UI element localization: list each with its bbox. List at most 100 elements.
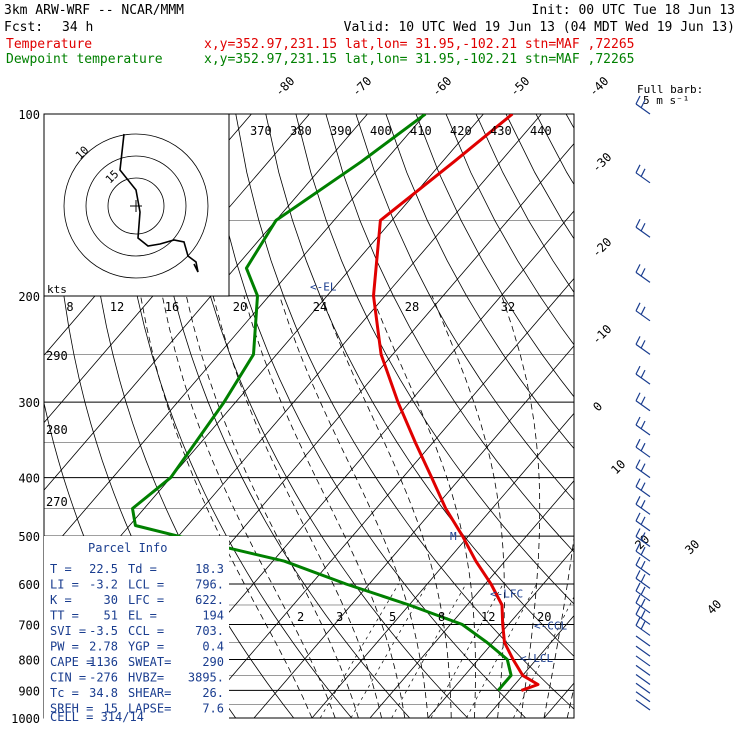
wind-barb-flag xyxy=(635,496,641,505)
parcel-info-cell: CCL = xyxy=(128,624,164,638)
parcel-info-cell: 2.78 xyxy=(89,640,118,654)
plot-frame xyxy=(43,113,575,719)
isotherm-line xyxy=(253,345,574,718)
parcel-info-cell: Td = xyxy=(128,562,157,576)
hodograph-ring xyxy=(107,177,165,235)
wind-barb-flag xyxy=(640,621,646,630)
marker-el: <-EL xyxy=(310,280,337,293)
wind-barb-flag xyxy=(635,617,641,626)
parcel-info-cell: 30 xyxy=(104,593,118,607)
parcel-info-cell: YGP = xyxy=(128,640,164,654)
hodograph-scale-label: 20 xyxy=(233,300,247,314)
wind-barb xyxy=(635,172,651,184)
wind-barb-flag xyxy=(635,459,641,468)
isotherm-line xyxy=(660,114,740,718)
pressure-label: 1000 xyxy=(11,712,40,726)
parcel-info-cell: 0.4 xyxy=(202,640,224,654)
isotherm-label: -50 xyxy=(507,74,532,99)
marker-lfc: <-LFC xyxy=(490,587,523,600)
dry-adiabat-line xyxy=(475,114,574,294)
isotherm-label: -40 xyxy=(586,74,611,99)
wind-barb xyxy=(635,682,651,694)
theta-label: 410 xyxy=(410,124,432,138)
hodograph-trace xyxy=(119,133,199,273)
wind-barb xyxy=(635,535,651,547)
wind-barb-flag xyxy=(640,610,646,619)
hodograph-ring xyxy=(85,155,187,257)
profiles xyxy=(131,114,540,692)
wind-barb xyxy=(635,635,651,647)
marker-m: M xyxy=(450,530,457,543)
wind-barb xyxy=(635,613,651,625)
dry-adiabat-line xyxy=(565,114,574,129)
parcel-info-cell: 15 xyxy=(104,702,118,716)
hodograph-scale-label: 12 xyxy=(110,300,124,314)
wind-barb xyxy=(635,271,651,283)
theta-side-label: 280 xyxy=(46,423,68,437)
parcel-info-cell: EL = xyxy=(128,609,157,623)
wind-barb-flag xyxy=(635,528,641,537)
series-temperature-label: Temperature xyxy=(6,37,92,52)
moist-adiabat-line xyxy=(279,295,429,718)
parcel-info-cell: 18.3 xyxy=(195,562,224,576)
wind-barb-flag xyxy=(640,500,646,509)
isotherm-line xyxy=(369,480,574,718)
series-dewpoint-label: Dewpoint temperature xyxy=(6,52,163,67)
parcel-info-cell: 1136 xyxy=(89,655,118,669)
moist-adiabat-line xyxy=(371,295,476,718)
theta-label: 420 xyxy=(450,124,472,138)
isotherm-label: -20 xyxy=(589,235,614,260)
wind-barb-flag xyxy=(635,264,641,273)
parcel-info-cell: SREH = xyxy=(50,702,93,716)
wind-barb xyxy=(635,343,651,355)
wind-barb-flag xyxy=(635,95,641,105)
theta-label: 380 xyxy=(290,124,312,138)
pressure-label: 200 xyxy=(18,290,40,304)
wind-barb-flag xyxy=(640,442,646,452)
wind-barb xyxy=(635,624,651,636)
wind-legend-title: Full barb: xyxy=(637,83,703,96)
parcel-info-cell: CIN = xyxy=(50,671,86,685)
parcel-info-panel: Parcel Info T = 22.5 Td = 18.3 LI = -3.2 LCL =… xyxy=(44,536,229,730)
isotherm-label: 40 xyxy=(704,597,724,617)
init-time: Init: 00 UTC Tue 18 Jun 13 xyxy=(532,3,736,18)
parcel-info-cell: LAPSE= xyxy=(128,702,171,716)
pressure-label: 100 xyxy=(18,108,40,122)
wind-barb-flag xyxy=(635,512,641,522)
mixing-ratio-line xyxy=(391,583,467,718)
wind-barb-flag xyxy=(640,574,646,583)
pressure-label: 700 xyxy=(18,618,40,632)
wind-barb xyxy=(635,486,651,498)
pressure-label: 900 xyxy=(18,684,40,698)
dry-adiabat-line xyxy=(205,114,526,718)
isotherm-line xyxy=(44,114,368,491)
wind-barb-flag xyxy=(640,223,646,232)
parcel-info-cell: 290 xyxy=(202,655,224,669)
wind-barb xyxy=(635,503,651,515)
wind-barb-flag xyxy=(635,438,641,448)
isotherm-label: 0 xyxy=(590,399,605,414)
dewpoint-profile xyxy=(131,114,513,692)
mixing-ratio-label: 8 xyxy=(438,610,445,624)
parcel-info-cell: SHEAR= xyxy=(128,686,171,700)
parcel-info-cell: 26. xyxy=(202,686,224,700)
wind-barb-flag xyxy=(635,336,641,345)
wind-barb-flag xyxy=(635,570,641,579)
dry-adiabat-line xyxy=(596,114,740,718)
parcel-info-cell: 796. xyxy=(195,578,224,592)
forecast-label: Fcst: xyxy=(4,20,43,35)
wind-barb-flag xyxy=(640,168,646,178)
dry-adiabat-line xyxy=(656,114,740,718)
mixing-ratio-label: 20 xyxy=(537,610,551,624)
wind-barb-flag xyxy=(635,164,641,174)
wind-barb xyxy=(635,691,651,703)
hodograph-scale-label: 32 xyxy=(501,300,515,314)
parcel-info-cell: 7.6 xyxy=(202,702,224,716)
parcel-info-cell: 51 xyxy=(104,609,118,623)
isotherm-label: 30 xyxy=(682,537,702,557)
moist-adiabat-line xyxy=(243,295,406,718)
parcel-info-cell: 22.5 xyxy=(89,562,118,576)
wind-barb-flag xyxy=(640,546,646,556)
wind-barb-flag xyxy=(640,99,646,109)
